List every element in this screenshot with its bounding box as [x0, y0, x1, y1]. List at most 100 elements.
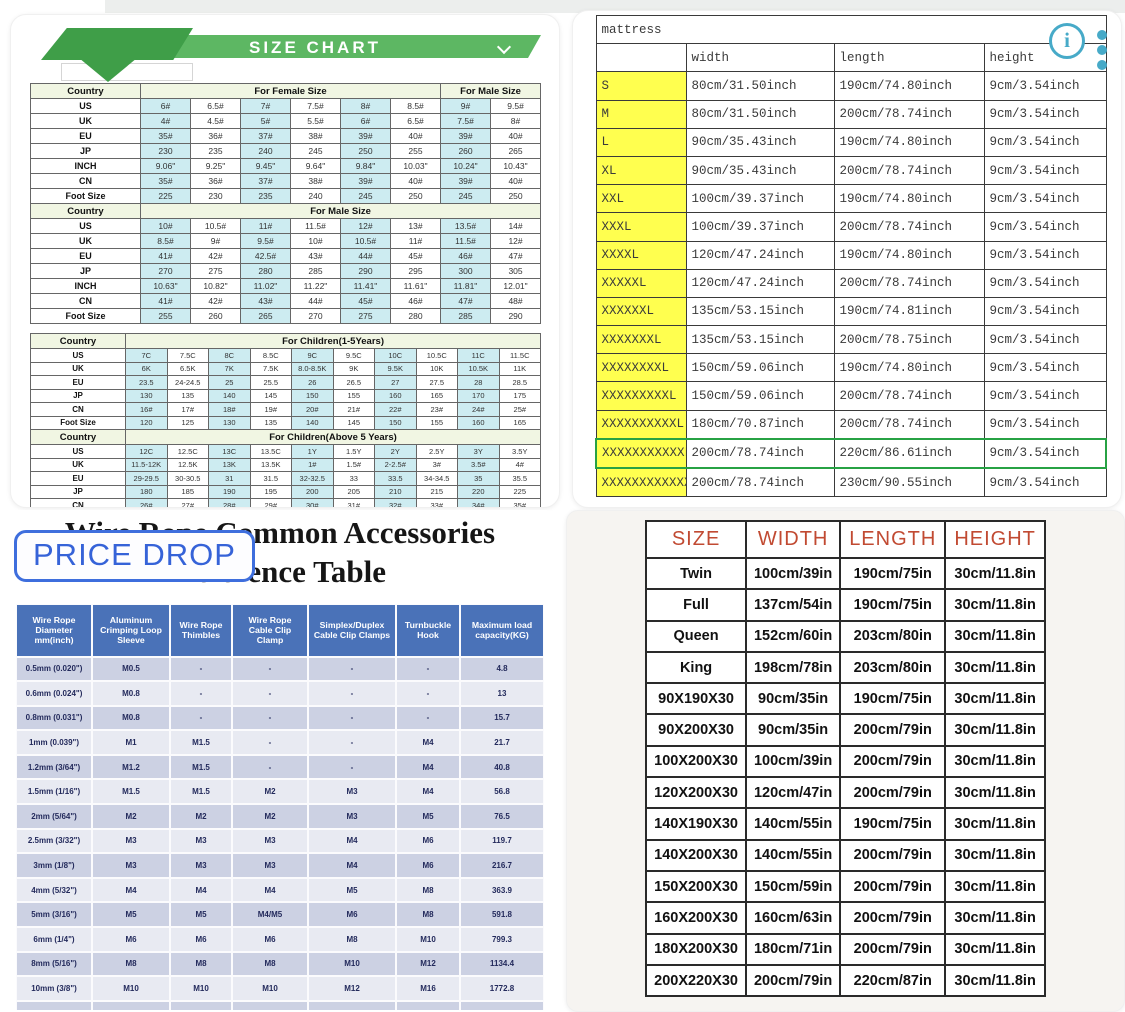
- table-cell: 230: [190, 188, 241, 204]
- kebab-menu-button[interactable]: [1097, 30, 1109, 75]
- info-button[interactable]: i: [1049, 23, 1085, 59]
- children-1-5-size-table: Country For Children(1-5Years) US 7C 7.5C 8…: [30, 333, 542, 430]
- table-row: 150X200X30 150cm/59in 200cm/79in 30cm/11.8i…: [645, 869, 1046, 904]
- table-cell: CN: [30, 293, 141, 309]
- table-cell: 240: [240, 143, 291, 159]
- table-cell: 11.5C: [498, 348, 542, 363]
- table-row: UK 8.5# 9# 9.5# 10# 10.5# 11# 11.5# 12#: [30, 233, 542, 249]
- table-cell: 38#: [290, 173, 341, 189]
- table-cell: M4/M5: [232, 902, 308, 928]
- table-cell: 37#: [240, 128, 291, 144]
- table-cell: 230: [140, 143, 191, 159]
- product-image-shoe-size-chart[interactable]: SIZE CHART Country For Female Size For M…: [10, 14, 560, 508]
- table-cell: 9#: [190, 233, 241, 249]
- table-cell: 140: [208, 388, 251, 403]
- table-cell: M10: [396, 927, 460, 952]
- table-cell: 9cm/3.54inch: [983, 155, 1107, 186]
- table-cell: 42#: [190, 248, 241, 264]
- table-cell: 10.43": [490, 158, 542, 174]
- table-cell: 30cm/11.8in: [944, 932, 1046, 966]
- table-cell: 3.5#: [457, 457, 500, 472]
- table-cell: 1Y: [291, 444, 334, 459]
- table-cell: 130: [125, 388, 168, 403]
- table-cell: 1772.8: [460, 976, 544, 1001]
- product-image-bed-size-table[interactable]: SIZE WIDTH LENGTH HEIGHT Twin 100cm/39in 1…: [566, 510, 1125, 1012]
- table-cell: XL: [595, 155, 687, 186]
- table-cell: 12#: [340, 218, 391, 234]
- table-cell: 6.5#: [389, 113, 442, 129]
- table-cell: 21#: [332, 402, 375, 417]
- table-cell: 265: [490, 143, 542, 159]
- banner-ribbon: [41, 28, 193, 60]
- size-chart-title: SIZE CHART: [249, 38, 381, 57]
- table-cell: 40#: [490, 173, 542, 189]
- table-cell: 7.5K: [249, 361, 292, 376]
- table-cell: 6mm (1/4"): [16, 927, 92, 952]
- table-cell: M20: [396, 1000, 460, 1010]
- table-cell: 36#: [190, 173, 241, 189]
- table-cell: 29-29.5: [125, 471, 168, 486]
- female-size-table: Country For Female Size For Male Size US…: [30, 83, 542, 204]
- table-cell: 7.5#: [440, 113, 492, 129]
- table-cell: 10.5K: [457, 361, 500, 376]
- table-cell: 76.5: [460, 804, 544, 829]
- table-cell: 140cm/55in: [744, 838, 842, 872]
- table-cell: 11#: [240, 218, 291, 234]
- table-cell: -: [308, 754, 396, 780]
- table-cell: 280: [390, 308, 441, 324]
- table-cell: 31#: [332, 498, 375, 507]
- table-row: 8mm (5/16") M8 M8 M8 M10 M12 1134.4: [16, 951, 544, 977]
- table-cell: 4mm (5/32"): [16, 877, 92, 903]
- table-cell: 0.8mm (0.031"): [16, 705, 92, 731]
- table-row: EU 29-29.5 30-30.5 31 31.5 32-32.5 33 33.5 34-34…: [30, 471, 541, 486]
- table-cell: 30cm/11.8in: [944, 619, 1046, 653]
- table-cell: 9C: [291, 348, 334, 363]
- table-row: S 80cm/31.50inch 190cm/74.80inch 9cm/3.54in…: [595, 71, 1107, 101]
- table-cell: 260: [440, 143, 492, 159]
- table-cell: 7.5C: [166, 348, 209, 363]
- table-cell: 145: [332, 415, 375, 430]
- table-cell: 285: [440, 308, 491, 324]
- table-cell: INCH: [30, 278, 141, 294]
- table-cell: M12: [170, 1000, 232, 1010]
- product-image-wire-rope-table[interactable]: Wire Rope Common Accessories Reference T…: [2, 510, 558, 1010]
- column-header: For Female Size: [139, 83, 442, 99]
- table-cell: 31.5: [249, 471, 292, 486]
- table-row: 1.2mm (3/64") M1.2 M1.5- - M4 40.8: [16, 754, 544, 780]
- table-cell: -: [308, 656, 396, 682]
- table-cell: L: [595, 127, 687, 157]
- table-cell: 9cm/3.54inch: [983, 240, 1107, 270]
- table-cell: 125: [166, 415, 209, 430]
- table-cell: 90X190X30: [645, 682, 747, 716]
- table-cell: 190cm/74.81inch: [833, 296, 985, 327]
- table-cell: 120: [125, 415, 168, 430]
- table-cell: 8.5#: [389, 98, 442, 114]
- table-cell: 591.8: [460, 902, 544, 928]
- product-image-mattress-size-table[interactable]: mattress width length height S 80cm/31.50…: [572, 10, 1122, 508]
- table-cell: 23#: [415, 402, 458, 417]
- table-cell: 3.5Y: [498, 444, 541, 459]
- table-cell: 35#: [140, 173, 191, 189]
- table-row: UK 6K 6.5K 7K 7.5K 8.0-8.5K 9K 9.5K 10K 10.5K 11K: [30, 361, 542, 376]
- table-cell: 39#: [440, 128, 492, 144]
- table-cell: 12#: [489, 233, 542, 249]
- table-cell: 0.5mm (0.020"): [16, 656, 92, 682]
- table-cell: 9cm/3.54inch: [983, 409, 1107, 440]
- table-cell: 48#: [489, 293, 542, 309]
- table-row: JP 230 235 240 245 250 255 260 265: [30, 143, 542, 159]
- table-row: 160X200X30 160cm/63in 200cm/79in 30cm/11.8i…: [645, 901, 1046, 935]
- table-cell: 260: [190, 308, 241, 324]
- table-cell: 290: [340, 263, 391, 279]
- table-cell: M3: [308, 804, 396, 829]
- table-row: XXL 100cm/39.37inch 190cm/74.80inch 9cm/3.5…: [595, 184, 1107, 214]
- table-row: 3mm (1/8") M3 M3 M3 M4 M6 216.7: [16, 853, 544, 878]
- table-row: Full 137cm/54in 190cm/75in 30cm/11.8in: [645, 588, 1046, 622]
- table-cell: 33.5: [374, 471, 417, 486]
- table-cell: 120cm/47.24inch: [685, 240, 835, 270]
- table-cell: 13.5K: [249, 457, 292, 472]
- table-cell: 220cm/86.61inch: [833, 437, 985, 470]
- table-cell: 1.2mm (3/64"): [16, 754, 92, 780]
- column-header: For Male Size: [440, 83, 542, 99]
- table-cell: 37#: [240, 173, 291, 189]
